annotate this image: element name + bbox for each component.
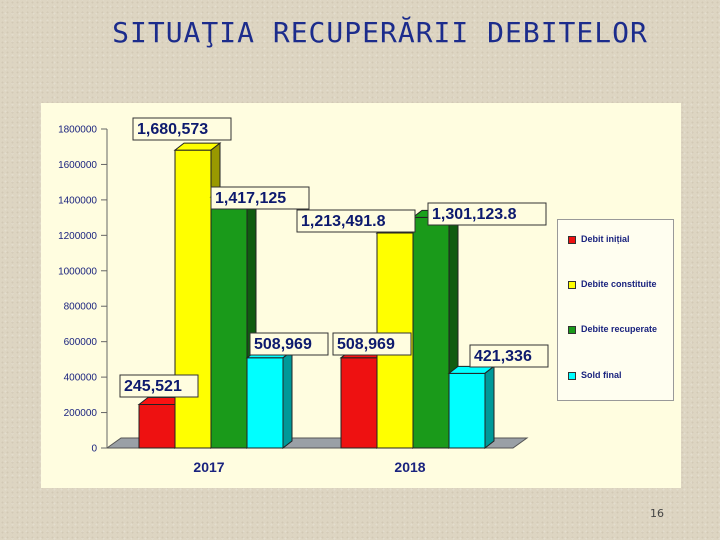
legend-swatch [568,371,576,380]
bars [137,142,496,450]
bar [138,403,176,449]
bar [412,216,450,449]
y-tick-label: 1200000 [58,231,97,242]
legend-item-debit-initial: Debit inițial [568,234,630,244]
legend-item-sold-final: Sold final [568,370,622,380]
bar [246,357,284,449]
y-tick-label: 600000 [64,337,98,348]
bar [340,357,378,449]
y-tick-label: 400000 [64,373,98,384]
y-tick-label: 800000 [64,302,98,313]
legend-label: Debite recuperate [581,324,658,334]
data-label: 1,680,573 [137,121,208,138]
data-label: 1,417,125 [215,190,286,207]
data-label-box [296,209,416,233]
data-label-box [332,332,412,356]
legend-swatch [568,325,576,334]
y-tick-label: 1000000 [58,266,97,277]
data-label-box [469,344,549,368]
y-tick-label: 1600000 [58,160,97,171]
legend-label: Sold final [581,370,622,380]
legend-item-debite-constituite: Debite constituite [568,279,657,289]
y-tick-label: 200000 [64,408,98,419]
bar-side [484,365,495,450]
data-label-box [210,186,310,210]
bar [448,372,486,449]
legend-label: Debit inițial [581,234,630,244]
data-labels: 245,521 508,969 1,680,573 1,213,491.8 1,417,… [119,117,549,398]
bar-side [282,349,293,450]
y-tick-label: 1800000 [58,125,97,136]
data-label-box [132,117,232,141]
data-label: 1,213,491.8 [301,213,386,230]
bar [210,196,248,449]
data-label-box [249,332,329,356]
data-label: 421,336 [474,348,532,365]
bar [174,149,212,449]
data-label-box [119,374,199,398]
legend-swatch [568,280,576,289]
legend: Debit inițial Debite constituite Debite … [557,219,674,401]
y-tick-label: 1400000 [58,195,97,206]
legend-swatch [568,235,576,244]
legend-item-debite-recuperate: Debite recuperate [568,324,657,334]
data-label-box [427,202,547,226]
x-tick-label: 2017 [193,459,224,475]
data-label: 508,969 [337,336,395,353]
data-label: 508,969 [254,336,312,353]
data-label: 245,521 [124,378,182,395]
x-tick-label: 2018 [394,459,425,475]
slide-title: SITUAŢIA RECUPERĂRII DEBITELOR [112,16,648,49]
data-label: 1,301,123.8 [432,206,517,223]
legend-label: Debite constituite [581,279,657,289]
y-tick-label: 0 [91,444,97,455]
page-number: 16 [650,507,664,520]
